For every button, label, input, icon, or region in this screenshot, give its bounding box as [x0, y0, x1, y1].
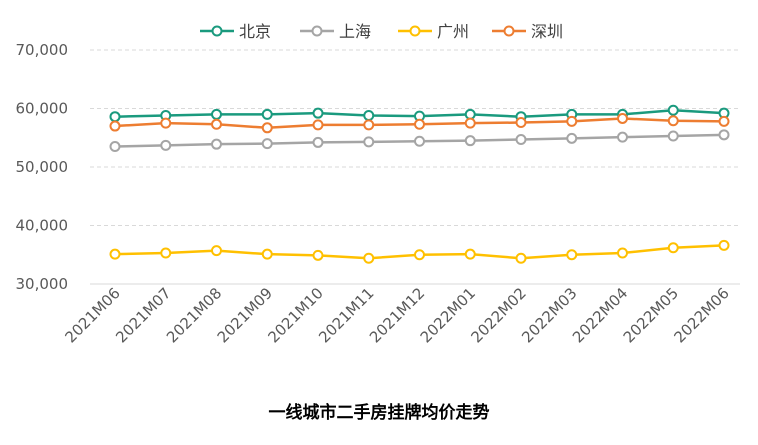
- series-1: [109, 129, 730, 153]
- data-point: [718, 115, 730, 127]
- legend-label: 广州: [437, 22, 469, 41]
- data-point: [667, 115, 679, 127]
- data-point: [515, 252, 527, 264]
- data-point: [261, 248, 273, 260]
- data-point: [363, 252, 375, 264]
- data-point: [414, 118, 425, 130]
- data-point: [464, 135, 476, 147]
- data-point: [617, 247, 628, 259]
- data-point: [566, 132, 578, 144]
- y-axis: 30,000 40,000 50,000 60,000 70,000: [16, 41, 69, 293]
- data-point: [211, 138, 222, 150]
- legend-label: 北京: [239, 22, 271, 41]
- gridlines: [90, 49, 740, 285]
- y-tick-label: 30,000: [16, 275, 69, 293]
- data-point: [515, 117, 527, 129]
- data-point: [211, 245, 222, 257]
- legend-swatch-marker: [211, 25, 223, 37]
- data-point: [363, 119, 375, 131]
- x-axis: 2021M062021M072021M082021M092021M102021M…: [61, 284, 732, 346]
- data-point: [261, 138, 273, 150]
- legend-item: 上海: [300, 22, 371, 41]
- data-point: [211, 118, 222, 130]
- legend-swatch-marker: [503, 25, 515, 37]
- data-point: [211, 108, 222, 120]
- data-point: [363, 110, 375, 122]
- series-3: [109, 112, 730, 134]
- legend-swatch-marker: [311, 25, 323, 37]
- data-point: [414, 135, 425, 147]
- data-point: [109, 111, 121, 123]
- y-tick-label: 50,000: [16, 158, 69, 176]
- x-tick-label: 2022M06: [670, 284, 732, 346]
- data-point: [312, 249, 324, 261]
- data-point: [718, 239, 730, 251]
- data-point: [566, 115, 578, 127]
- series-2: [109, 239, 730, 264]
- data-point: [718, 129, 730, 141]
- data-point: [566, 249, 578, 261]
- data-point: [667, 130, 679, 142]
- legend-swatch-marker: [409, 25, 421, 37]
- data-point: [109, 141, 121, 153]
- series-layer: [109, 104, 730, 264]
- data-point: [109, 248, 121, 260]
- data-point: [109, 120, 121, 132]
- data-point: [261, 108, 273, 120]
- data-point: [667, 104, 679, 116]
- legend-label: 上海: [339, 22, 371, 41]
- data-point: [261, 122, 273, 134]
- data-point: [464, 108, 476, 120]
- chart-title: 一线城市二手房挂牌均价走势: [269, 402, 490, 423]
- data-point: [617, 131, 628, 143]
- data-point: [464, 117, 476, 129]
- data-point: [515, 134, 527, 146]
- y-tick-label: 40,000: [16, 217, 69, 235]
- y-tick-label: 70,000: [16, 41, 69, 59]
- data-point: [312, 136, 324, 148]
- data-point: [312, 119, 324, 131]
- data-point: [667, 242, 679, 254]
- legend-item: 北京: [200, 22, 271, 41]
- data-point: [312, 107, 324, 119]
- data-point: [160, 139, 172, 151]
- data-point: [160, 247, 172, 259]
- legend-item: 广州: [398, 22, 469, 41]
- data-point: [617, 112, 628, 124]
- data-point: [160, 117, 172, 129]
- data-point: [464, 248, 476, 260]
- legend: 北京 上海 广州 深圳: [200, 22, 563, 41]
- data-point: [414, 249, 425, 261]
- y-tick-label: 60,000: [16, 100, 69, 118]
- legend-label: 深圳: [531, 22, 563, 41]
- data-point: [363, 136, 375, 148]
- legend-item: 深圳: [492, 22, 563, 41]
